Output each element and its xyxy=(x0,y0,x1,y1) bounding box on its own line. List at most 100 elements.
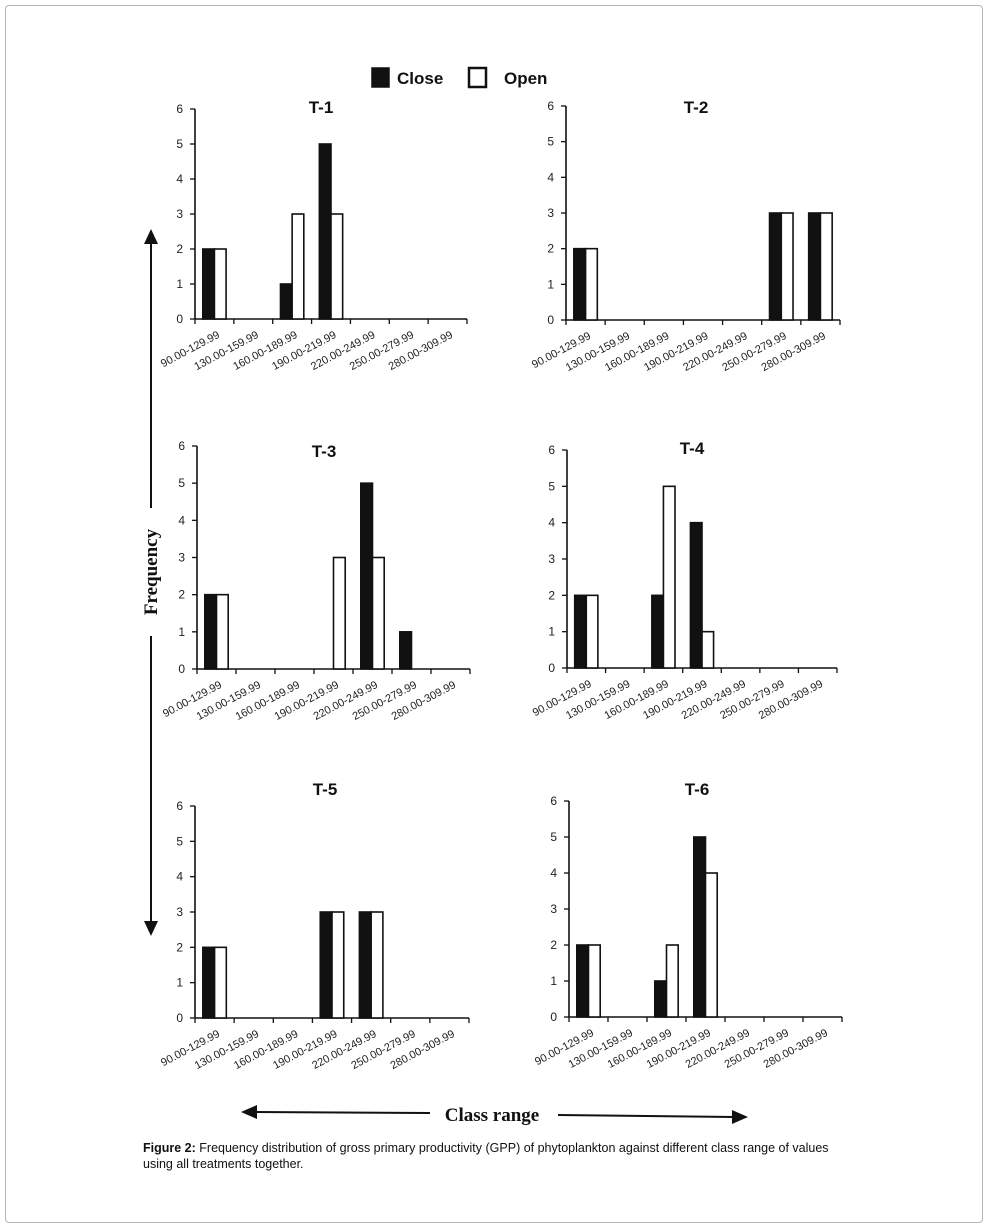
panel-title: T-4 xyxy=(680,439,705,458)
legend-label-close: Close xyxy=(397,69,443,88)
chart-panel-t-6: T-6012345690.00-129.99130.00-159.99160.0… xyxy=(533,780,843,1071)
y-tick-label: 2 xyxy=(547,242,554,256)
bar-close xyxy=(204,593,218,670)
y-tick-label: 0 xyxy=(176,1011,183,1025)
y-tick-label: 3 xyxy=(176,207,183,221)
bar-close xyxy=(358,911,372,1019)
y-tick-label: 3 xyxy=(550,902,557,916)
chart-panel-t-1: T-1012345690.00-129.99130.00-159.99160.0… xyxy=(159,98,468,373)
y-axis-label: Frequency xyxy=(141,528,162,615)
figure-caption: Figure 2: Frequency distribution of gros… xyxy=(143,1140,853,1172)
y-tick-label: 4 xyxy=(550,866,557,880)
bar-open xyxy=(701,630,715,669)
y-tick-label: 3 xyxy=(547,206,554,220)
panel-title: T-6 xyxy=(685,780,710,799)
bar-open xyxy=(332,556,346,670)
y-tick-label: 6 xyxy=(547,99,554,113)
bar-close xyxy=(692,836,707,1018)
bar-close xyxy=(279,283,293,320)
y-tick-label: 4 xyxy=(547,170,554,184)
y-arrow-down-head xyxy=(144,921,158,936)
bar-close xyxy=(689,521,703,669)
y-tick-label: 4 xyxy=(548,516,555,530)
bar-open xyxy=(704,872,718,1018)
y-tick-label: 0 xyxy=(178,662,185,676)
figure-frame xyxy=(5,5,983,1223)
y-tick-label: 6 xyxy=(176,799,183,813)
panel-title: T-3 xyxy=(312,442,337,461)
y-tick-label: 6 xyxy=(178,439,185,453)
bar-open xyxy=(665,944,679,1018)
y-tick-label: 5 xyxy=(176,834,183,848)
bar-close xyxy=(319,911,333,1019)
caption-label: Figure 2: xyxy=(143,1141,196,1155)
bar-close xyxy=(318,143,332,320)
y-tick-label: 1 xyxy=(548,625,555,639)
legend: Close Open xyxy=(371,66,547,89)
y-tick-label: 5 xyxy=(178,476,185,490)
y-tick-label: 3 xyxy=(178,551,185,565)
y-tick-label: 1 xyxy=(178,625,185,639)
y-axis-label-group: Frequency xyxy=(141,229,162,936)
y-tick-label: 2 xyxy=(550,938,557,952)
y-tick-label: 3 xyxy=(176,905,183,919)
chart-panels: T-1012345690.00-129.99130.00-159.99160.0… xyxy=(159,98,843,1072)
y-tick-label: 2 xyxy=(176,940,183,954)
panel-title: T-1 xyxy=(309,98,334,117)
bar-open xyxy=(662,485,676,669)
y-tick-label: 3 xyxy=(548,552,555,566)
bar-open xyxy=(330,213,344,320)
panel-title: T-5 xyxy=(313,780,338,799)
bar-open xyxy=(585,594,599,669)
bar-close xyxy=(575,944,590,1018)
chart-panel-t-2: T-2012345690.00-129.99130.00-159.99160.0… xyxy=(530,98,841,374)
y-tick-label: 6 xyxy=(550,794,557,808)
y-tick-label: 5 xyxy=(547,135,554,149)
x-arrow-right-head xyxy=(732,1110,748,1124)
y-tick-label: 2 xyxy=(176,242,183,256)
bar-open xyxy=(587,944,601,1018)
bar-open xyxy=(215,593,229,670)
y-tick-label: 4 xyxy=(176,172,183,186)
bar-open xyxy=(584,247,599,321)
bar-close xyxy=(201,248,216,320)
bar-close xyxy=(398,631,413,670)
y-tick-label: 5 xyxy=(176,137,183,151)
y-tick-label: 0 xyxy=(547,313,554,327)
y-tick-label: 2 xyxy=(548,588,555,602)
y-arrow-up-head xyxy=(144,229,158,244)
bar-open xyxy=(371,556,385,670)
legend-swatch-close xyxy=(371,67,390,88)
x-axis-label: Class range xyxy=(445,1105,539,1126)
y-tick-label: 2 xyxy=(178,588,185,602)
y-tick-label: 5 xyxy=(550,830,557,844)
bar-open xyxy=(331,911,345,1019)
bar-open xyxy=(291,213,305,320)
caption-text: Frequency distribution of gross primary … xyxy=(143,1141,829,1171)
x-axis-label-group: Class range xyxy=(241,1105,748,1126)
y-tick-label: 0 xyxy=(176,312,183,326)
y-tick-label: 0 xyxy=(548,661,555,675)
bar-open xyxy=(370,911,384,1019)
chart-panel-t-5: T-5012345690.00-129.99130.00-159.99160.0… xyxy=(159,780,470,1072)
y-tick-label: 4 xyxy=(178,513,185,527)
bar-close xyxy=(573,594,588,669)
legend-swatch-open xyxy=(467,66,488,89)
bar-close xyxy=(653,980,668,1018)
bar-open xyxy=(819,212,833,321)
bar-open xyxy=(213,946,228,1019)
y-tick-label: 4 xyxy=(176,870,183,884)
x-arrow-left-head xyxy=(241,1105,257,1119)
bar-open xyxy=(213,248,227,320)
y-tick-label: 1 xyxy=(176,976,183,990)
y-tick-label: 1 xyxy=(176,277,183,291)
y-tick-label: 6 xyxy=(176,102,183,116)
bar-close xyxy=(768,212,783,321)
bar-close xyxy=(651,594,665,669)
y-tick-label: 0 xyxy=(550,1010,557,1024)
x-arrow-right-line xyxy=(557,1114,735,1118)
y-tick-label: 1 xyxy=(550,974,557,988)
y-tick-label: 6 xyxy=(548,443,555,457)
bar-close xyxy=(202,946,216,1019)
